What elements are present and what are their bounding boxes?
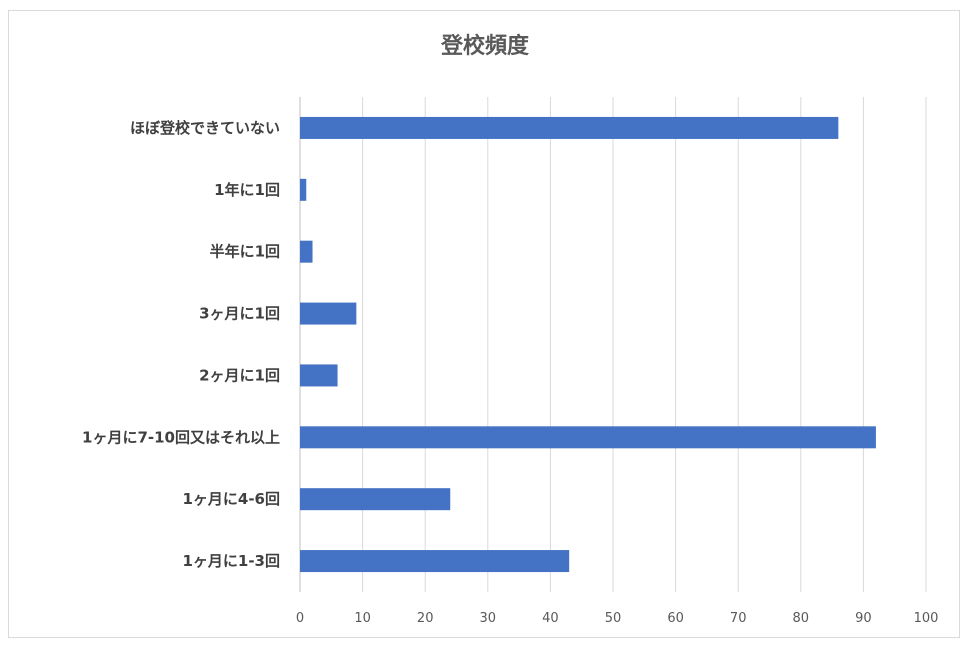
bar-0 bbox=[300, 116, 839, 139]
x-tick-label: 40 bbox=[542, 611, 559, 626]
bar-7 bbox=[300, 550, 570, 573]
bar-1 bbox=[300, 178, 307, 201]
x-tick-label: 60 bbox=[667, 611, 684, 626]
category-label: 1ヶ月に4-6回 bbox=[182, 490, 280, 508]
bars bbox=[300, 116, 876, 573]
chart-title: 登校頻度 bbox=[440, 34, 529, 59]
x-tick-label: 50 bbox=[605, 611, 622, 626]
x-tick-label: 30 bbox=[480, 611, 497, 626]
category-label: 1ヶ月に7-10回又はそれ以上 bbox=[82, 428, 280, 446]
gridlines bbox=[299, 97, 927, 592]
bar-6 bbox=[300, 488, 451, 511]
x-tick-label: 100 bbox=[914, 611, 939, 626]
bar-2 bbox=[300, 240, 313, 263]
x-tick-label: 10 bbox=[354, 611, 371, 626]
category-label: 半年に1回 bbox=[210, 243, 280, 261]
category-label: 1ヶ月に1-3回 bbox=[182, 552, 280, 570]
category-label: 1年に1回 bbox=[214, 181, 280, 199]
bar-4 bbox=[300, 364, 338, 387]
tick-labels: 0 10 20 30 40 50 60 70 80 90 100 bbox=[296, 611, 939, 626]
category-label: 3ヶ月に1回 bbox=[199, 305, 280, 323]
x-tick-label: 0 bbox=[296, 611, 304, 626]
category-label: ほぼ登校できていない bbox=[130, 119, 280, 137]
x-tick-label: 80 bbox=[793, 611, 810, 626]
category-label: 2ヶ月に1回 bbox=[199, 366, 280, 384]
chart-frame bbox=[8, 10, 960, 638]
bar-3 bbox=[300, 302, 357, 325]
x-tick-label: 70 bbox=[730, 611, 747, 626]
bar-5 bbox=[300, 426, 876, 449]
x-tick-label: 20 bbox=[417, 611, 434, 626]
x-tick-label: 90 bbox=[855, 611, 872, 626]
